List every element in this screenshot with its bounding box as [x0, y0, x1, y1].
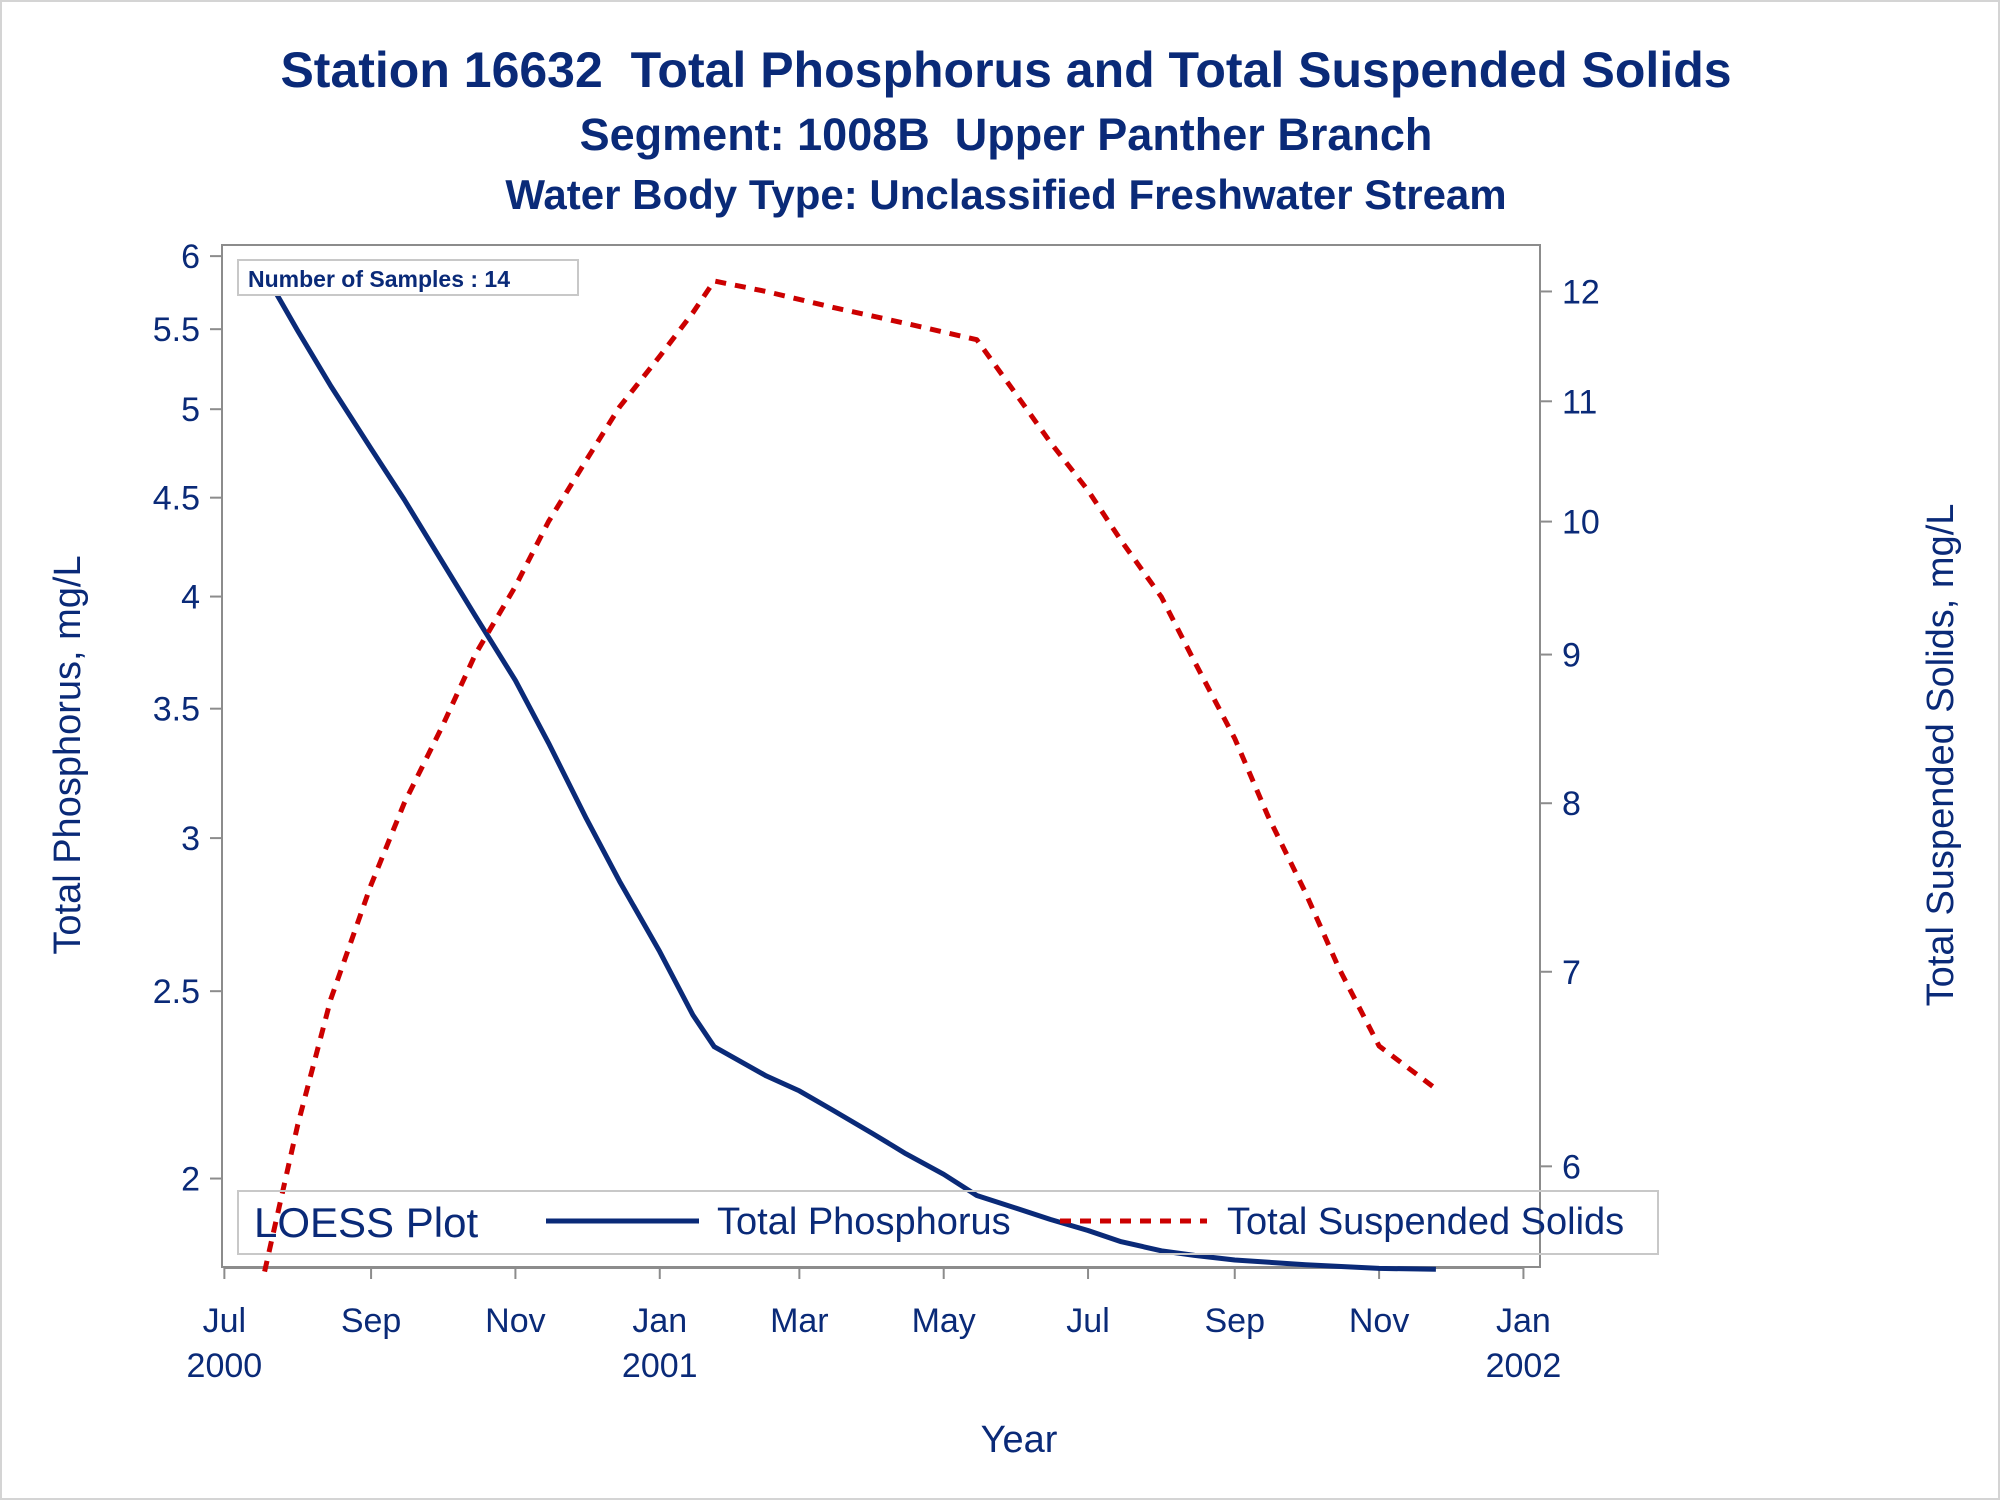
x-tick-label: Mar	[770, 1302, 829, 1340]
y2-axis: 6 7 8 9 10 11 12	[1540, 273, 1600, 1186]
chart-subtitle-2: Water Body Type: Unclassified Freshwater…	[505, 171, 1506, 218]
y-tick-label: 3.5	[153, 691, 200, 729]
y2-tick-label: 6	[1562, 1148, 1581, 1186]
legend-box	[237, 1190, 1659, 1255]
x-tick-label: Jan	[1496, 1302, 1551, 1340]
x-axis-label: Year	[981, 1419, 1058, 1461]
chart-title: Station 16632 Total Phosphorus and Total…	[280, 42, 1731, 98]
legend-title: LOESS Plot	[254, 1199, 478, 1246]
inset-sample-count: Number of Samples : 14	[248, 266, 510, 292]
x-tick-label: May	[912, 1302, 976, 1340]
inset-box	[237, 259, 579, 296]
y-tick-label: 5	[181, 391, 200, 429]
x-tick-year-label: 2001	[622, 1347, 698, 1385]
x-axis: Jul 2000 Sep Nov Jan 2001 Mar May Jul Sep Nov Jan 20…	[187, 1267, 1562, 1385]
y2-tick-label: 7	[1562, 954, 1581, 992]
legend-label-phosphorus: Total Phosphorus	[717, 1201, 1011, 1243]
x-tick-year-label: 2002	[1486, 1347, 1562, 1385]
x-tick-year-label: 2000	[187, 1347, 263, 1385]
x-tick-label: Jul	[203, 1302, 246, 1340]
x-tick-label: Nov	[1349, 1302, 1409, 1340]
y-tick-label: 5.5	[153, 311, 200, 349]
series-total-suspended-solids-line	[262, 278, 1438, 1273]
x-tick-label: Sep	[341, 1302, 402, 1340]
x-tick-label: Jan	[632, 1302, 687, 1340]
plot-area	[221, 244, 1541, 1268]
legend-label-tss: Total Suspended Solids	[1227, 1201, 1624, 1243]
chart-subtitle: Segment: 1008B Upper Panther Branch	[580, 109, 1433, 160]
y2-tick-label: 9	[1562, 637, 1581, 675]
y-tick-label: 4.5	[153, 480, 200, 518]
y-axis: 2 2.5 3 3.5 4 4.5 5 5.5 6	[153, 238, 222, 1199]
y2-tick-label: 11	[1562, 383, 1597, 421]
y-tick-label: 3	[181, 820, 200, 858]
y-tick-label: 2.5	[153, 973, 200, 1011]
x-tick-label: Nov	[485, 1302, 545, 1340]
y-axis-label: Total Phosphorus, mg/L	[47, 555, 89, 954]
y2-tick-label: 10	[1562, 504, 1600, 542]
y-tick-label: 6	[181, 238, 200, 276]
y2-axis-label: Total Suspended Solids, mg/L	[1920, 504, 1962, 1007]
series-total-phosphorus-line	[262, 271, 1436, 1272]
x-tick-label: Jul	[1066, 1302, 1109, 1340]
series-group	[262, 271, 1438, 1273]
y2-tick-label: 12	[1562, 273, 1600, 311]
legend: LOESS Plot Total Phosphorus Total Suspen…	[237, 1190, 1659, 1255]
x-tick-label: Sep	[1205, 1302, 1266, 1340]
y-tick-label: 4	[181, 579, 200, 617]
y2-tick-label: 8	[1562, 785, 1581, 823]
y-tick-label: 2	[181, 1161, 200, 1199]
